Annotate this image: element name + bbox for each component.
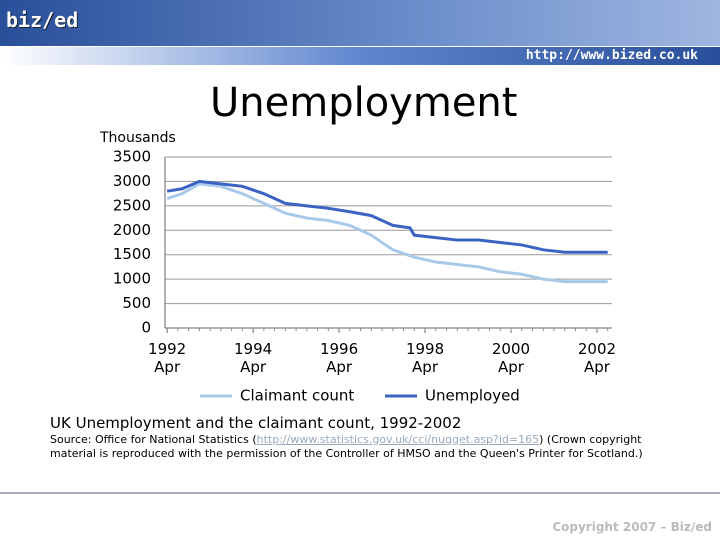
x-tick-label: 1996 Apr (319, 340, 359, 376)
series-line (166, 179, 608, 254)
header-bar (0, 0, 720, 46)
x-tick-label: 1992 Apr (148, 340, 187, 376)
y-tick-label: 1500 (113, 245, 151, 263)
legend-label: Unemployed (425, 387, 520, 405)
y-axis-label: Thousands (99, 130, 176, 146)
source-text: ) (Crown copyright material is reproduce… (50, 433, 643, 460)
y-tick-label: 3500 (113, 148, 151, 166)
x-tick-label: 1998 Apr (405, 340, 445, 376)
footer-rule (0, 492, 720, 494)
source-text: Source: Office for National Statistics ( (50, 433, 257, 446)
x-tick-label: 2002 Apr (577, 340, 617, 376)
url-bar (0, 47, 720, 65)
y-tick-label: 500 (122, 294, 151, 312)
url: http://www.bized.co.uk (525, 48, 698, 63)
y-tick-label: 1000 (113, 270, 151, 288)
footer: Copyright 2007 – Biz/ed (552, 520, 712, 534)
caption: UK Unemployment and the claimant count, … (50, 414, 462, 432)
y-tick-label: 2000 (113, 221, 151, 239)
source: Source: Office for National Statistics (… (50, 433, 690, 461)
legend-label: Claimant count (240, 387, 354, 405)
x-tick-label: 1994 Apr (234, 340, 273, 376)
logo: biz/ed (6, 8, 79, 32)
series-line (166, 182, 608, 284)
source-link[interactable]: http://www.statistics.gov.uk/cci/nugget.… (256, 433, 540, 446)
slide-title: Unemployment (210, 80, 518, 126)
y-tick-label: 0 (141, 319, 151, 337)
y-tick-label: 2500 (113, 196, 151, 214)
y-tick-label: 3000 (113, 172, 151, 190)
x-tick-label: 2000 Apr (491, 340, 531, 376)
